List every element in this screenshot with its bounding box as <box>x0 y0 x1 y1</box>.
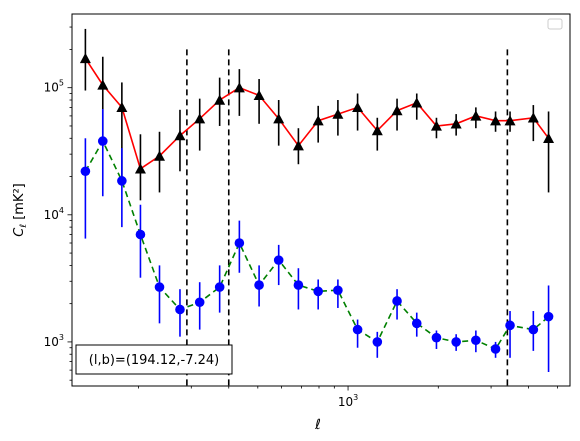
marker-0-6 <box>194 113 206 124</box>
marker-0-24 <box>543 132 555 143</box>
plot-background <box>72 14 570 386</box>
y-tick-label-0: 103 <box>44 333 64 349</box>
axis-ticks: 103 103 104 105 <box>44 26 558 409</box>
annotation-text: (l,b)=(194.12,-7.24) <box>89 353 219 368</box>
coordinate-annotation: (l,b)=(194.12,-7.24) <box>75 344 233 375</box>
marker-1-5 <box>175 304 185 315</box>
marker-1-11 <box>293 280 304 290</box>
marker-0-22 <box>504 115 516 126</box>
marker-0-13 <box>332 108 344 119</box>
marker-0-2 <box>116 101 128 113</box>
y-axis-label: Cℓ [mK²] <box>12 183 29 236</box>
marker-0-1 <box>97 79 109 90</box>
y-axis-label-symbol: C <box>12 227 27 237</box>
marker-0-11 <box>292 140 304 151</box>
marker-1-2 <box>117 176 127 186</box>
axis-labels: ℓ Cℓ [mK²] <box>12 183 321 433</box>
marker-1-17 <box>411 318 422 329</box>
marker-1-7 <box>214 282 225 292</box>
marker-1-10 <box>273 255 284 265</box>
marker-1-1 <box>97 136 108 146</box>
marker-1-4 <box>154 282 165 292</box>
marker-0-20 <box>470 110 482 121</box>
marker-1-3 <box>135 229 146 240</box>
marker-0-8 <box>233 82 245 93</box>
marker-1-13 <box>333 285 343 296</box>
vertical-reference-lines <box>186 49 509 386</box>
axes-border <box>71 13 571 387</box>
marker-0-16 <box>391 105 403 116</box>
marker-1-19 <box>451 337 461 347</box>
marker-0-12 <box>312 115 324 126</box>
series-1 <box>80 108 554 372</box>
marker-1-22 <box>505 320 515 331</box>
marker-0-21 <box>490 115 502 126</box>
marker-0-10 <box>273 113 285 124</box>
marker-0-9 <box>253 89 265 101</box>
y-axis-label-subscript: ℓ <box>19 224 29 229</box>
plot-area <box>72 14 570 386</box>
marker-1-14 <box>352 324 363 335</box>
marker-0-3 <box>134 163 146 174</box>
marker-1-0 <box>80 166 91 177</box>
legend <box>547 18 563 30</box>
marker-0-7 <box>214 94 226 105</box>
marker-1-6 <box>194 297 205 308</box>
marker-1-21 <box>490 344 501 354</box>
marker-1-8 <box>234 238 245 248</box>
y-tick-label-2: 105 <box>44 79 64 95</box>
marker-1-12 <box>313 286 323 297</box>
marker-0-19 <box>450 118 462 129</box>
x-axis-label: ℓ <box>314 417 321 433</box>
marker-1-20 <box>471 335 481 346</box>
marker-1-16 <box>392 296 402 306</box>
marker-1-9 <box>254 280 264 290</box>
marker-0-18 <box>430 120 442 131</box>
marker-0-14 <box>352 101 364 113</box>
marker-1-15 <box>372 337 383 347</box>
x-tick-label-0: 103 <box>338 393 358 409</box>
annotation-box <box>75 344 233 375</box>
marker-0-5 <box>174 130 186 141</box>
marker-0-23 <box>527 112 539 123</box>
marker-1-24 <box>543 311 554 322</box>
series-0 <box>79 28 555 201</box>
marker-0-0 <box>79 52 91 64</box>
series-layer <box>79 28 555 372</box>
marker-0-15 <box>371 125 383 136</box>
marker-1-23 <box>528 324 539 335</box>
axes-frame <box>71 13 571 387</box>
y-tick-label-1: 104 <box>44 206 64 222</box>
y-axis-label-unit: [mK²] <box>12 183 27 220</box>
marker-0-17 <box>411 97 423 108</box>
marker-0-4 <box>154 150 166 161</box>
marker-1-18 <box>431 332 442 343</box>
legend-box <box>547 18 563 30</box>
